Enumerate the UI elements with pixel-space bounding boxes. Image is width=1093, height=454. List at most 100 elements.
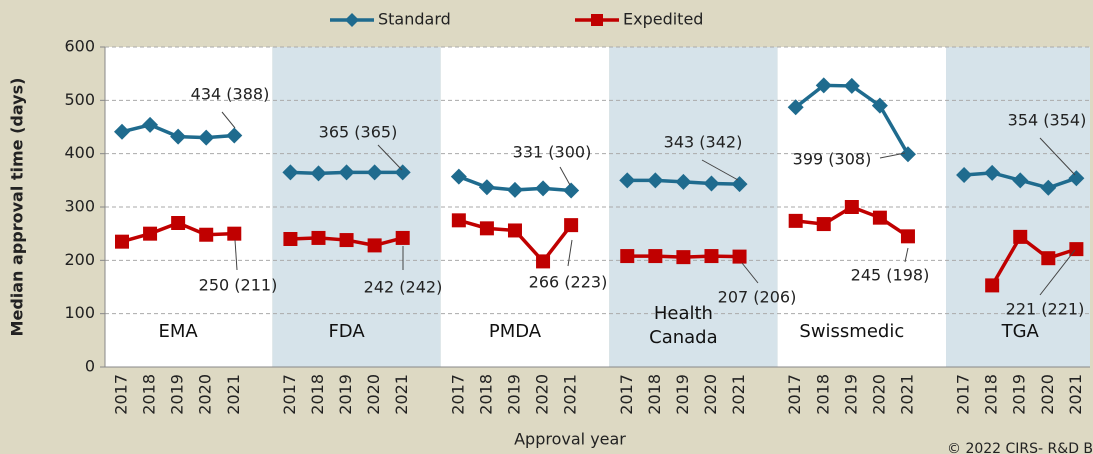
- marker: [226, 127, 243, 144]
- annotation: 343 (342): [664, 133, 743, 152]
- leader-line: [234, 239, 238, 271]
- marker: [506, 181, 523, 198]
- marker: [676, 250, 691, 265]
- leader-line: [741, 262, 759, 284]
- leader-line: [701, 159, 739, 181]
- x-tick-label: 2021: [392, 374, 411, 415]
- marker: [395, 230, 410, 245]
- y-tick-label: 300: [64, 197, 95, 216]
- x-tick-label: 2018: [813, 374, 832, 415]
- group-band: [272, 47, 441, 367]
- x-tick-label: 2019: [841, 374, 860, 415]
- annotation: 242 (242): [364, 278, 443, 297]
- x-tick-label: 2018: [645, 374, 664, 415]
- marker: [114, 123, 130, 140]
- marker: [143, 226, 158, 241]
- marker: [899, 146, 916, 163]
- leader-line: [879, 152, 906, 159]
- marker: [536, 254, 551, 269]
- group-label: Swissmedic: [799, 321, 905, 342]
- annotation: 331 (300): [513, 143, 592, 162]
- x-tick-label: 2020: [196, 374, 215, 415]
- x-tick-label: 2017: [954, 374, 973, 415]
- marker: [816, 217, 831, 232]
- marker: [1041, 251, 1056, 266]
- x-tick-label: 2019: [168, 374, 187, 415]
- leader-line: [377, 144, 403, 171]
- x-tick-label: 2020: [869, 374, 888, 415]
- x-tick-label: 2019: [673, 374, 692, 415]
- marker: [844, 200, 859, 214]
- x-tick-label: 2017: [448, 374, 467, 415]
- marker: [788, 213, 803, 228]
- x-tick-label: 2018: [476, 374, 495, 415]
- marker: [283, 232, 298, 246]
- series-line: [990, 234, 1077, 287]
- x-tick-label: 2020: [1038, 374, 1057, 415]
- x-tick-label: 2019: [336, 374, 355, 415]
- marker: [871, 97, 888, 114]
- marker: [648, 249, 663, 264]
- annotation: 207 (206): [718, 288, 797, 307]
- x-tick-label: 2021: [897, 374, 916, 415]
- y-tick-label: 500: [64, 90, 95, 109]
- marker: [311, 230, 326, 245]
- marker: [478, 179, 495, 196]
- group-band: [105, 47, 273, 367]
- annotation: 354 (354): [1008, 111, 1087, 130]
- x-tick-label: 2017: [617, 374, 636, 415]
- marker: [282, 164, 299, 181]
- x-tick-label: 2020: [533, 374, 552, 415]
- marker: [703, 175, 720, 192]
- marker: [564, 218, 579, 233]
- marker: [1012, 172, 1029, 189]
- annotation: 221 (221): [1006, 300, 1085, 319]
- leader-line: [559, 166, 571, 186]
- marker: [451, 213, 466, 228]
- y-tick-label: 100: [64, 303, 95, 322]
- group-label: PMDA: [488, 321, 542, 342]
- x-tick-label: 2019: [1010, 374, 1029, 415]
- leader-line: [1039, 137, 1076, 176]
- marker: [872, 210, 887, 225]
- marker: [199, 227, 214, 242]
- y-axis-title: Median approval time (days): [8, 78, 27, 337]
- marker: [704, 249, 719, 264]
- marker: [171, 216, 186, 230]
- marker: [170, 128, 187, 145]
- marker: [956, 167, 973, 183]
- x-tick-label: 2017: [112, 374, 131, 415]
- leader-line: [1039, 249, 1076, 296]
- x-tick-label: 2018: [982, 374, 1001, 415]
- marker: [394, 164, 411, 181]
- group-label: FDA: [328, 321, 365, 342]
- annotation: 266 (223): [529, 273, 608, 292]
- marker: [985, 278, 1000, 293]
- marker: [310, 165, 327, 182]
- x-tick-label: 2020: [364, 374, 383, 415]
- marker: [1013, 229, 1028, 244]
- annotation: 434 (388): [191, 85, 270, 104]
- legend-label: Expedited: [623, 10, 703, 29]
- annotation: 365 (365): [319, 123, 398, 142]
- x-tick-label: 2021: [729, 374, 748, 415]
- x-tick-label: 2019: [504, 374, 523, 415]
- legend-marker: [345, 13, 359, 27]
- marker: [843, 77, 860, 94]
- marker: [815, 77, 832, 94]
- x-tick-label: 2020: [701, 374, 720, 415]
- marker: [563, 182, 580, 199]
- marker: [732, 249, 747, 264]
- group-label: EMA: [158, 321, 198, 342]
- footnote: © 2022 CIRS- R&D Briefing 8: [947, 441, 1093, 454]
- x-tick-label: 2021: [224, 374, 243, 415]
- marker: [675, 173, 692, 190]
- x-tick-label: 2021: [1066, 374, 1085, 415]
- annotation: 399 (308): [793, 150, 872, 169]
- marker: [731, 176, 748, 193]
- marker: [367, 238, 382, 253]
- x-tick-label: 2021: [561, 374, 580, 415]
- y-tick-label: 200: [64, 250, 95, 269]
- marker: [619, 172, 636, 189]
- marker: [620, 249, 635, 264]
